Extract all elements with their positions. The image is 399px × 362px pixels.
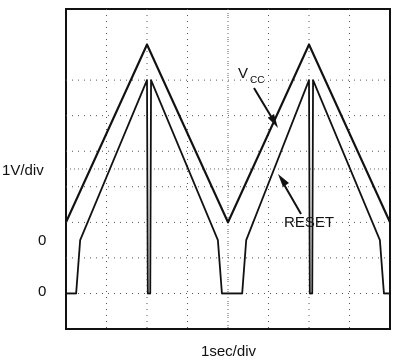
arrow-vcc-head — [268, 114, 278, 128]
traces — [64, 43, 392, 295]
y-zero-label-bottom: 0 — [38, 283, 46, 300]
arrow-reset-line — [281, 180, 302, 215]
arrow-reset-head — [278, 174, 289, 187]
series-label-vcc-main: V — [238, 65, 248, 82]
grid — [66, 9, 390, 329]
y-axis-label: 1V/div — [2, 162, 44, 179]
series-label-vcc: V CC — [238, 65, 264, 86]
annotation-arrows — [253, 87, 302, 215]
y-zero-label-top: 0 — [38, 232, 46, 249]
series-label-reset: RESET — [284, 214, 334, 231]
series-line-reset — [66, 79, 390, 295]
series-line-vcc — [64, 43, 392, 224]
x-axis-label: 1sec/div — [201, 343, 257, 360]
series-label-vcc-sub: CC — [250, 75, 264, 86]
